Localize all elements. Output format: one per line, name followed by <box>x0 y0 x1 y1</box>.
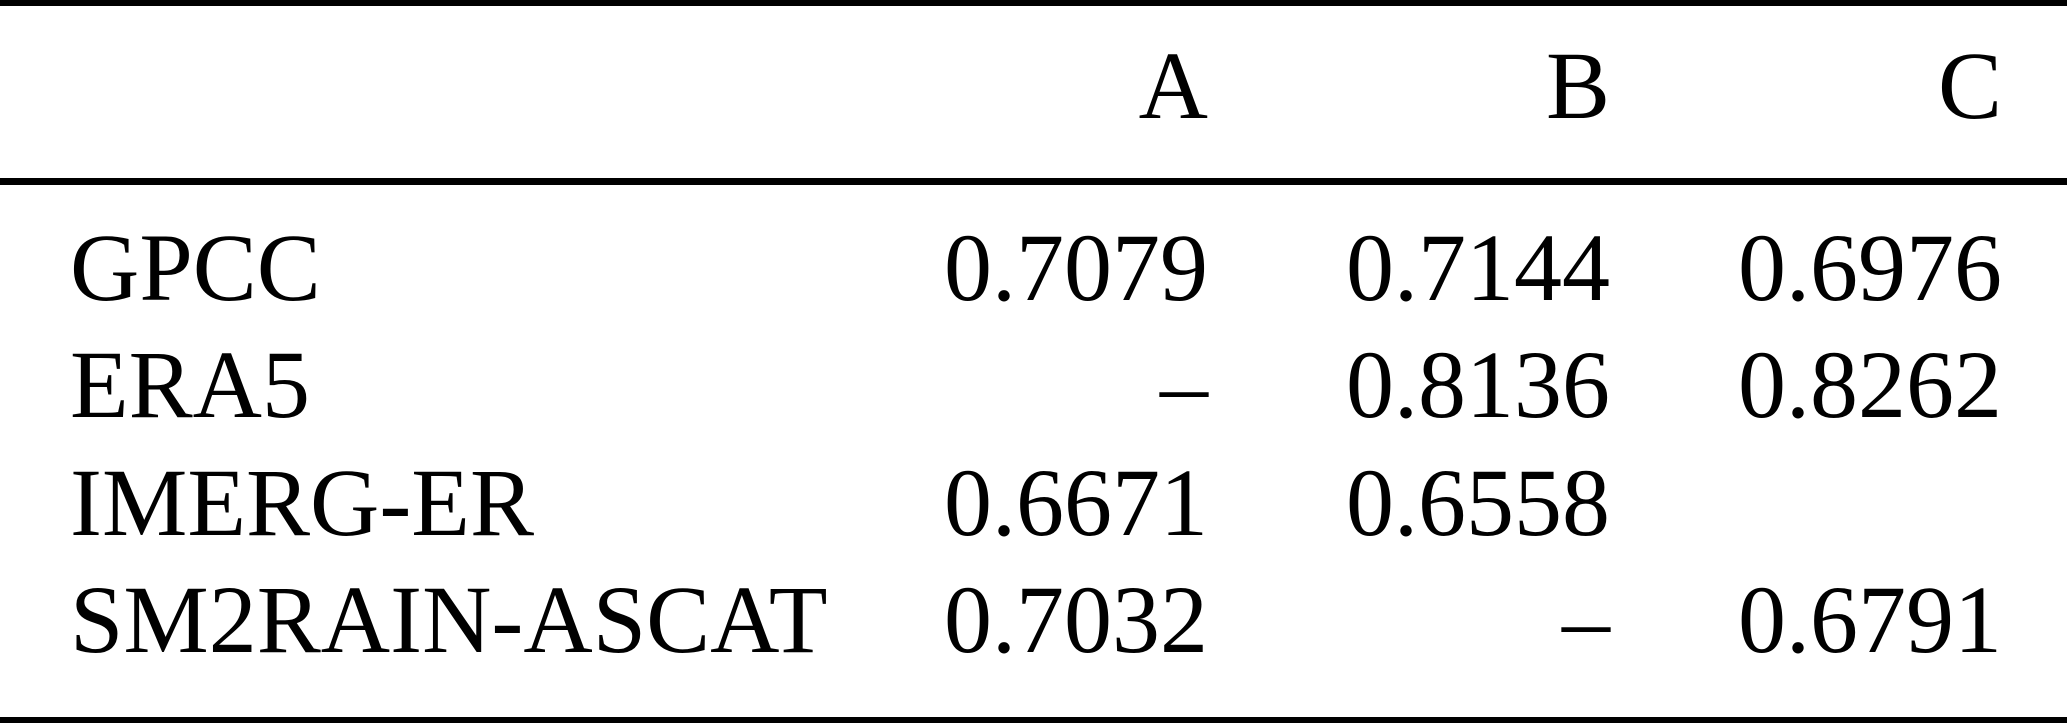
value-cell-a: 0.7079 <box>944 213 1208 321</box>
table-row-imerg-er: IMERG-ER 0.6671 0.6558 <box>0 444 2067 562</box>
table-mid-rule <box>0 178 2067 185</box>
row-label: GPCC <box>70 213 321 321</box>
value-cell-a: – <box>1160 331 1208 439</box>
value-cell-b: 0.7144 <box>1346 213 1610 321</box>
row-label: ERA5 <box>70 331 310 439</box>
value-cell-a: 0.7032 <box>944 566 1208 674</box>
value-cell-b: – <box>1562 566 1610 674</box>
table-top-rule <box>0 0 2067 6</box>
table-header-row: A B C <box>0 6 2067 178</box>
table-bottom-rule <box>0 717 2067 723</box>
value-cell-b: 0.6558 <box>1346 448 1610 556</box>
table-row-era5: ERA5 – 0.8136 0.8262 <box>0 327 2067 445</box>
table-body: GPCC 0.7079 0.7144 0.6976 ERA5 – 0.8136 … <box>0 185 2067 717</box>
header-col-b: B <box>1545 32 1610 139</box>
table-row-gpcc: GPCC 0.7079 0.7144 0.6976 <box>0 209 2067 327</box>
row-label: IMERG-ER <box>70 448 534 556</box>
value-cell-c: 0.6976 <box>1738 213 2002 321</box>
value-cell-b: 0.8136 <box>1346 331 1610 439</box>
value-cell-a: 0.6671 <box>944 448 1208 556</box>
header-col-c: C <box>1937 32 2002 139</box>
value-cell-c: 0.8262 <box>1738 331 2002 439</box>
value-cell-c: 0.6791 <box>1738 566 2002 674</box>
row-label: SM2RAIN-ASCAT <box>70 566 828 674</box>
header-col-a: A <box>1138 32 1208 139</box>
table-row-sm2rain-ascat: SM2RAIN-ASCAT 0.7032 – 0.6791 <box>0 562 2067 680</box>
